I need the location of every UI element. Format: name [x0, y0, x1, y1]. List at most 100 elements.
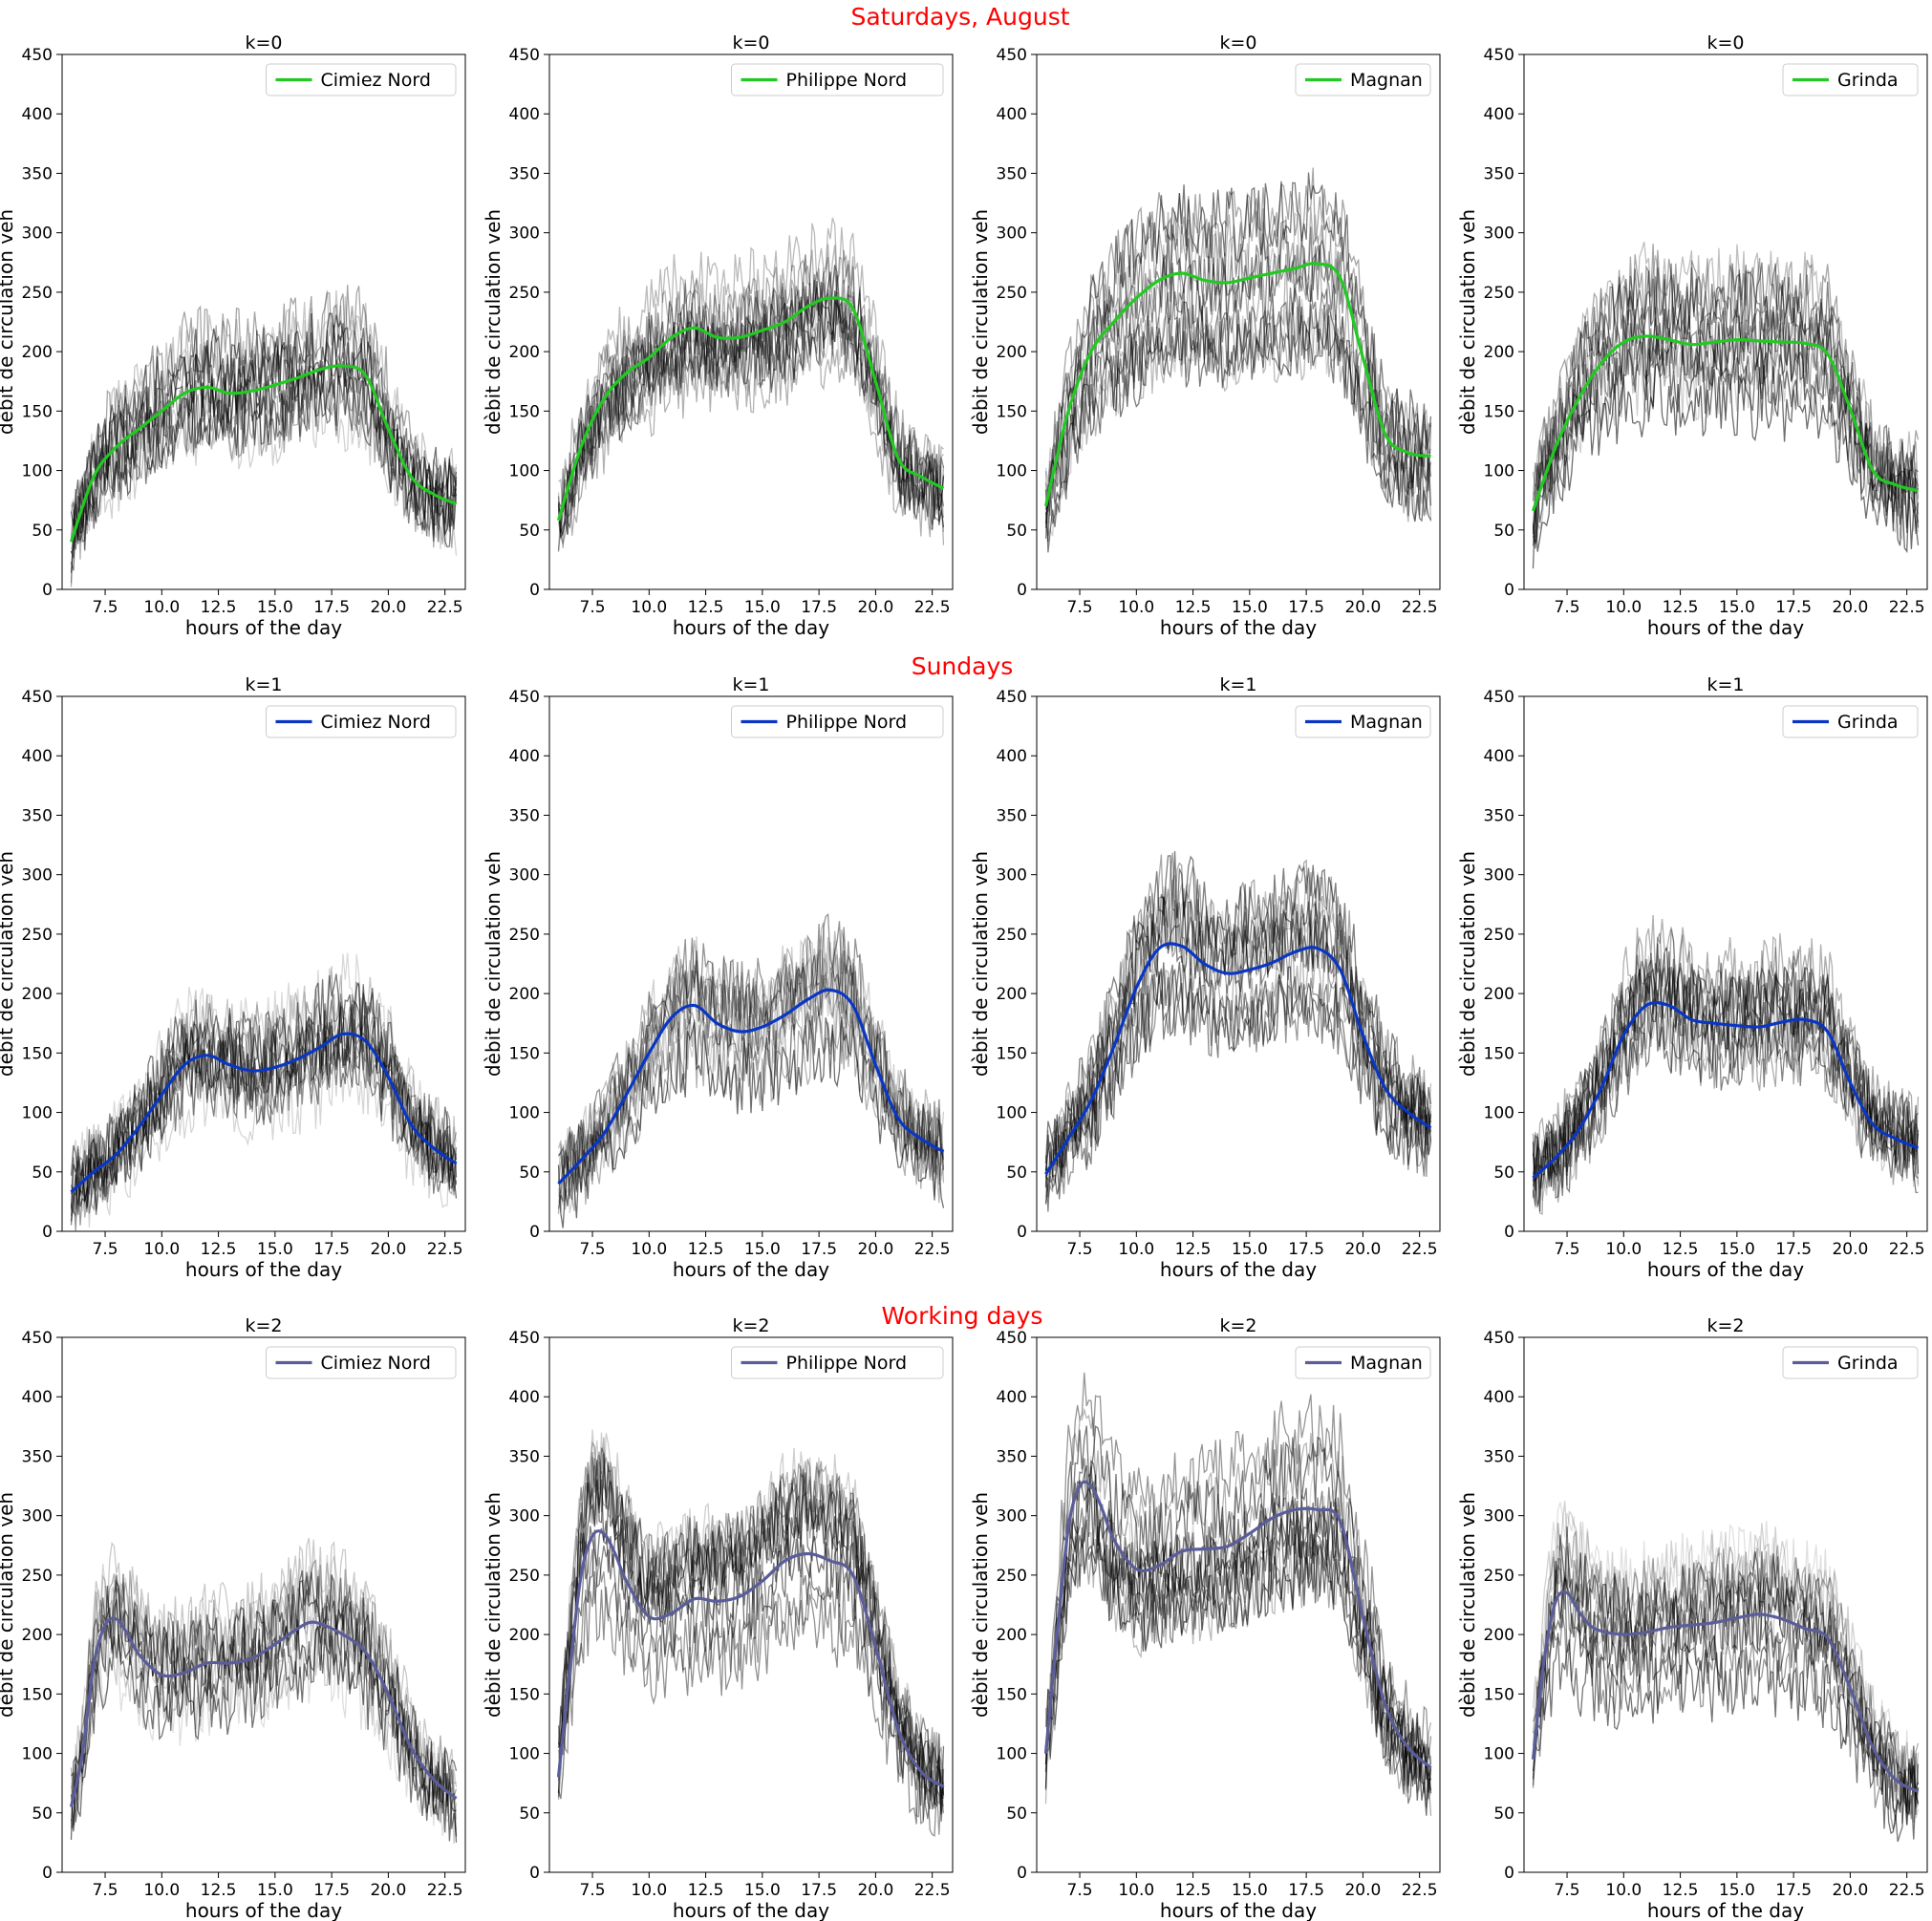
subplot-title: k=1 — [1219, 674, 1256, 695]
x-tick-label: 12.5 — [201, 1240, 237, 1259]
y-tick-label: 50 — [32, 1163, 53, 1183]
y-tick-label: 50 — [32, 522, 53, 541]
y-tick-label: 0 — [529, 1223, 540, 1242]
y-axis-label: dèbit de circulation veh — [482, 1492, 504, 1718]
y-tick-label: 100 — [1484, 1745, 1514, 1764]
daily-trace — [1533, 1578, 1920, 1821]
y-tick-label: 50 — [1006, 1163, 1027, 1183]
legend-box — [266, 1346, 457, 1379]
daily-trace — [1532, 998, 1919, 1212]
x-tick-label: 17.5 — [1288, 1881, 1324, 1900]
y-tick-label: 400 — [997, 747, 1027, 766]
daily-trace — [1044, 172, 1432, 510]
x-tick-label: 10.0 — [143, 598, 180, 617]
plot-frame — [1523, 1336, 1928, 1873]
daily-trace — [1044, 226, 1432, 539]
legend-label: Philippe Nord — [786, 1353, 908, 1374]
y-tick-label: 250 — [1484, 284, 1514, 303]
legend-box — [731, 1346, 944, 1379]
row-title-saturdays: Saturdays, August — [850, 3, 1069, 31]
x-tick-label: 20.0 — [370, 1881, 406, 1900]
daily-trace — [1532, 308, 1920, 544]
daily-trace — [1532, 313, 1920, 545]
legend-box — [266, 705, 457, 738]
series-line — [1531, 1590, 1920, 1793]
x-tick-label: 10.0 — [1605, 1240, 1642, 1259]
x-tick-label: 17.5 — [313, 598, 350, 617]
x-tick-label: 22.5 — [914, 1881, 951, 1900]
y-tick-label: 350 — [509, 806, 540, 825]
y-tick-label: 300 — [1484, 224, 1514, 244]
daily-traces — [557, 912, 945, 1228]
daily-trace — [70, 377, 458, 556]
x-tick-label: 22.5 — [914, 598, 951, 617]
legend-label: Magnan — [1350, 1353, 1423, 1374]
x-tick-label: 20.0 — [857, 1881, 893, 1900]
x-tick-label: 7.5 — [580, 1240, 606, 1259]
y-tick-label: 400 — [1484, 105, 1514, 124]
daily-trace — [1044, 207, 1432, 524]
x-tick-label: 17.5 — [1775, 1240, 1812, 1259]
y-tick-label: 150 — [22, 402, 53, 421]
y-tick-label: 0 — [529, 1864, 540, 1883]
y-tick-label: 250 — [509, 284, 540, 303]
y-axis-label: dèbit de circulation veh — [482, 209, 504, 435]
daily-trace — [1532, 999, 1920, 1215]
daily-trace — [557, 271, 945, 539]
daily-trace — [1044, 1532, 1432, 1808]
x-tick-label: 7.5 — [1555, 1881, 1580, 1900]
y-tick-label: 50 — [1493, 1804, 1514, 1824]
daily-traces — [1044, 1372, 1432, 1816]
y-tick-label: 200 — [22, 985, 53, 1004]
daily-trace — [70, 1599, 458, 1837]
daily-trace — [1044, 896, 1432, 1188]
x-tick-label: 7.5 — [93, 1240, 118, 1259]
series-line — [1532, 1001, 1920, 1180]
x-tick-label: 12.5 — [1175, 598, 1212, 617]
subplot-3-1: 0 50 100 150 200 250 300 350 400 450 7.5 10.0 12.5 15… — [0, 1315, 466, 1921]
subplot-title: k=0 — [1219, 32, 1256, 53]
x-tick-label: 22.5 — [1402, 1881, 1438, 1900]
x-tick-label: 17.5 — [801, 598, 837, 617]
daily-trace — [70, 358, 457, 571]
daily-trace — [1532, 1546, 1920, 1824]
y-tick-label: 250 — [509, 1567, 540, 1586]
x-tick-label: 22.5 — [914, 1240, 951, 1259]
x-tick-label: 15.0 — [257, 598, 293, 617]
y-tick-label: 350 — [1484, 806, 1514, 825]
x-tick-label: 7.5 — [580, 1881, 606, 1900]
daily-trace — [70, 1004, 458, 1218]
daily-trace — [70, 973, 458, 1207]
y-tick-label: 150 — [22, 1685, 53, 1704]
daily-trace — [557, 958, 945, 1193]
y-tick-label: 300 — [1484, 1507, 1514, 1526]
x-tick-label: 7.5 — [1067, 1240, 1093, 1259]
y-axis-label: dèbit de circulation veh — [0, 209, 17, 435]
y-tick-label: 50 — [519, 1804, 540, 1824]
x-tick-label: 17.5 — [1775, 598, 1812, 617]
y-tick-label: 300 — [22, 1507, 53, 1526]
y-tick-label: 450 — [997, 46, 1027, 65]
y-tick-label: 300 — [22, 224, 53, 244]
y-tick-label: 50 — [519, 1163, 540, 1183]
x-tick-label: 7.5 — [580, 598, 606, 617]
x-axis-label: hours of the day — [1160, 616, 1317, 639]
legend-box — [1782, 1346, 1919, 1379]
daily-trace — [1532, 295, 1920, 538]
plot-frame — [1036, 695, 1441, 1232]
x-tick-label: 12.5 — [1175, 1881, 1212, 1900]
x-tick-label: 10.0 — [631, 1881, 667, 1900]
legend-box — [731, 63, 944, 96]
x-tick-label: 22.5 — [1402, 1240, 1438, 1259]
daily-traces — [1532, 241, 1920, 569]
y-tick-label: 400 — [1484, 747, 1514, 766]
daily-trace — [557, 319, 945, 552]
x-axis-label: hours of the day — [1647, 616, 1804, 639]
y-tick-label: 200 — [997, 1626, 1027, 1645]
daily-trace — [1044, 284, 1432, 543]
daily-trace — [1044, 1480, 1431, 1790]
x-axis-label: hours of the day — [185, 1899, 342, 1921]
y-tick-label: 300 — [509, 866, 540, 886]
y-tick-label: 450 — [22, 1329, 53, 1348]
